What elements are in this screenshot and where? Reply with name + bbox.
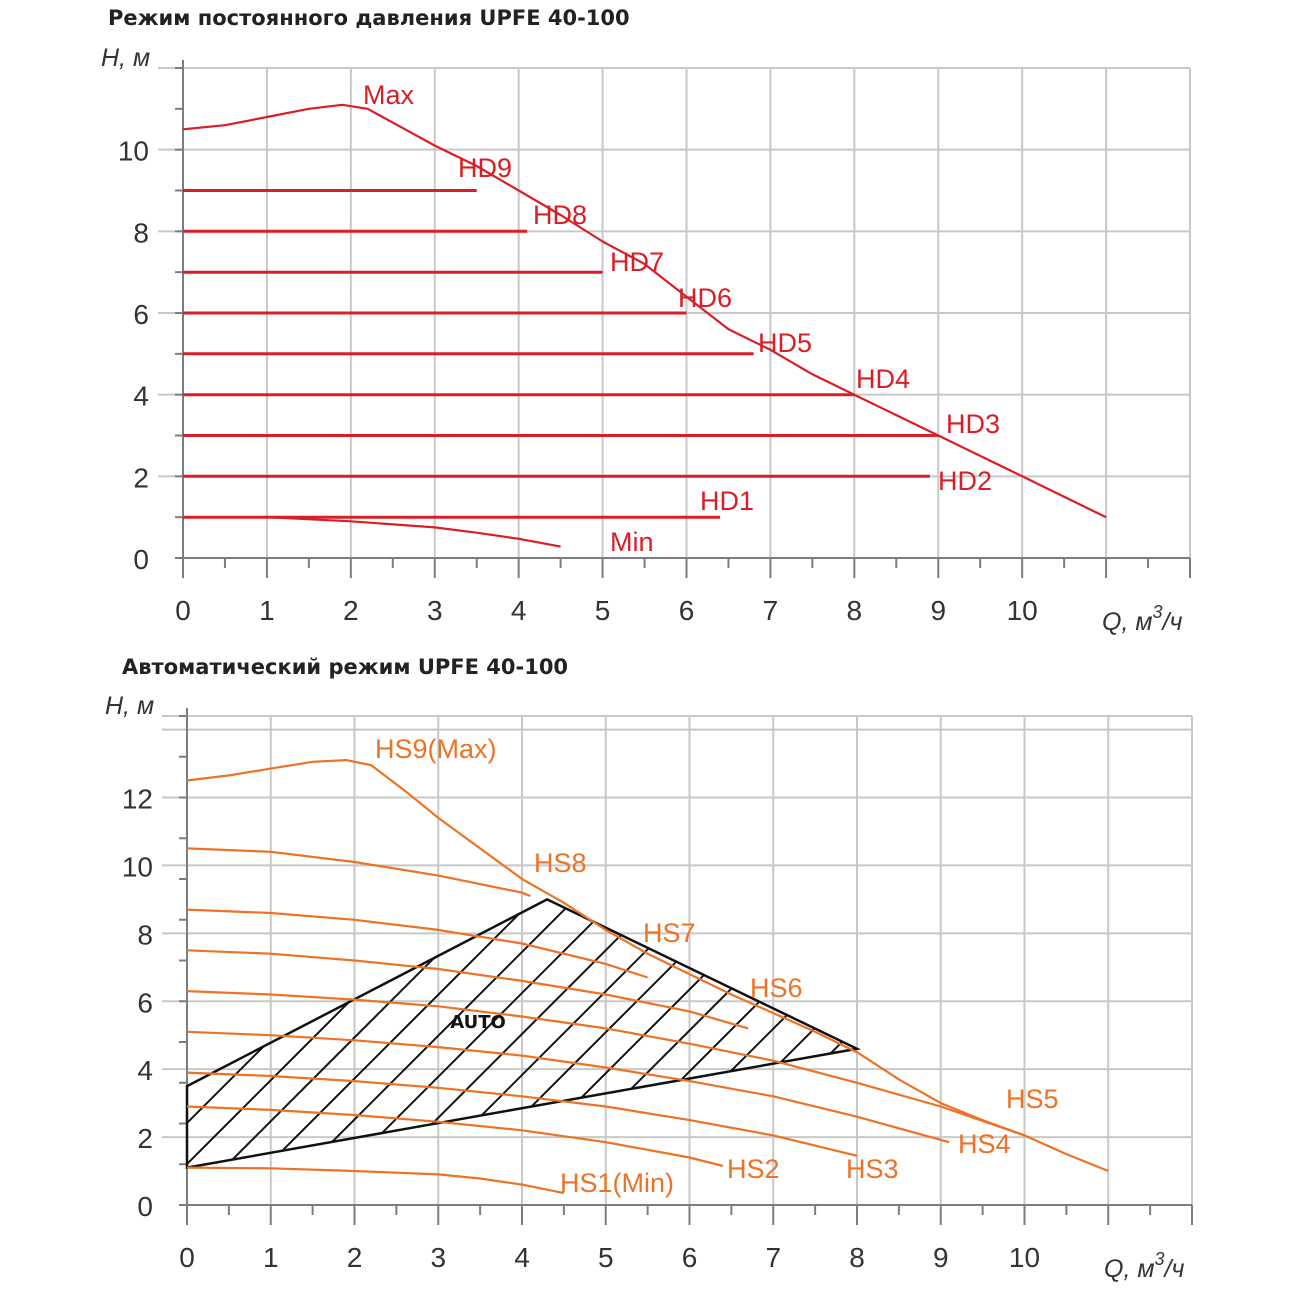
hatch-line	[309, 899, 857, 1168]
series-hs3	[186, 1071, 858, 1157]
auto-zone-label: AUTO	[450, 1012, 506, 1033]
y-tick-label: 6	[137, 987, 153, 1018]
x-tick-label: 5	[598, 1242, 614, 1273]
x-tick-label: 4	[514, 1242, 530, 1273]
series-hs1-min-	[186, 1166, 565, 1195]
y-tick-label: 8	[133, 217, 149, 248]
y-tick-label: 0	[133, 544, 149, 575]
label-hs9-max-: HS9(Max)	[375, 734, 497, 764]
series-hs5	[186, 990, 1025, 1137]
x-tick-label: 6	[682, 1242, 698, 1273]
y-tick-label: 4	[137, 1055, 153, 1086]
x-tick-label: 1	[259, 595, 275, 626]
label-hd7: HD7	[610, 247, 664, 277]
series-hs6	[186, 949, 749, 1030]
label-hs6: HS6	[750, 973, 803, 1003]
label-hs1-min-: HS1(Min)	[560, 1168, 674, 1198]
x-axis-label: Q, м3/ч	[1104, 1249, 1184, 1283]
x-tick-label: 2	[347, 1242, 363, 1273]
label-hd9: HD9	[458, 153, 512, 183]
hatch-line	[268, 899, 830, 1168]
label-hd3: HD3	[946, 409, 1000, 439]
series-hs4	[186, 1030, 950, 1144]
y-tick-label: 0	[137, 1191, 153, 1222]
label-hd5: HD5	[758, 328, 812, 358]
label-hs8: HS8	[534, 848, 587, 878]
hatch-line	[0, 645, 50, 1205]
x-tick-label: 7	[765, 1242, 781, 1273]
label-hs7: HS7	[643, 918, 696, 948]
series-min	[183, 516, 561, 548]
series-hs8	[186, 847, 531, 898]
x-tick-label: 8	[847, 595, 863, 626]
chart-1: 0 1 2 3 4 5 6 7 8 9 10 0 2 4 6 8 10 H, м Q, м3/ч Max HD9 HD8 H…	[101, 44, 1191, 636]
x-tick-label: 9	[933, 1242, 949, 1273]
label-hs2: HS2	[727, 1154, 780, 1184]
label-hs3: HS3	[846, 1154, 899, 1184]
y-tick-label: 10	[122, 851, 153, 882]
y-tick-label: 2	[133, 462, 149, 493]
hatch-line	[0, 645, 132, 1205]
hatch-line	[0, 645, 9, 1205]
label-hs4: HS4	[958, 1129, 1011, 1159]
chart-2-title: Автоматический режим UPFE 40-100	[122, 655, 569, 679]
y-tick-label: 10	[118, 136, 149, 167]
hatch-line	[1253, 645, 1300, 1205]
x-tick-label: 10	[1007, 595, 1038, 626]
y-axis-label: H, м	[101, 44, 150, 72]
y-tick-label: 12	[122, 784, 153, 815]
hatch-line	[1212, 645, 1300, 1205]
x-tick-label: 5	[595, 595, 611, 626]
x-tick-label: 4	[511, 595, 527, 626]
x-tick-label: 10	[1009, 1242, 1040, 1273]
series-max	[182, 103, 1107, 519]
label-hd2: HD2	[938, 466, 992, 496]
y-axis-label: H, м	[105, 692, 154, 720]
auto-zone-outline	[185, 897, 862, 1170]
label-max: Max	[363, 80, 415, 110]
hatch-line	[1294, 645, 1300, 1205]
series-hs9-max-	[186, 759, 1109, 1173]
x-tick-label: 3	[430, 1242, 446, 1273]
series-hs7	[186, 908, 648, 979]
label-hd6: HD6	[678, 283, 732, 313]
label-hd8: HD8	[533, 200, 587, 230]
x-tick-label: 3	[427, 595, 443, 626]
hatch-line	[0, 645, 91, 1205]
label-min: Min	[610, 527, 654, 557]
label-hd4: HD4	[856, 364, 910, 394]
chart-1-title: Режим постоянного давления UPFE 40-100	[108, 6, 630, 30]
y-tick-label: 2	[137, 1123, 153, 1154]
y-tick-label: 6	[133, 299, 149, 330]
x-tick-label: 0	[179, 1242, 195, 1273]
label-hd1: HD1	[700, 486, 754, 516]
hatch-line	[227, 899, 789, 1168]
x-tick-label: 8	[849, 1242, 865, 1273]
series-hs2	[186, 1105, 724, 1167]
y-tick-label: 4	[133, 381, 149, 412]
x-tick-label: 7	[763, 595, 779, 626]
label-hs5: HS5	[1006, 1084, 1059, 1114]
x-tick-label: 2	[343, 595, 359, 626]
x-axis-label: Q, м3/ч	[1102, 602, 1182, 636]
x-tick-label: 6	[679, 595, 695, 626]
x-tick-label: 9	[930, 595, 946, 626]
x-tick-label: 0	[175, 595, 191, 626]
x-tick-label: 1	[263, 1242, 279, 1273]
y-tick-label: 8	[137, 919, 153, 950]
